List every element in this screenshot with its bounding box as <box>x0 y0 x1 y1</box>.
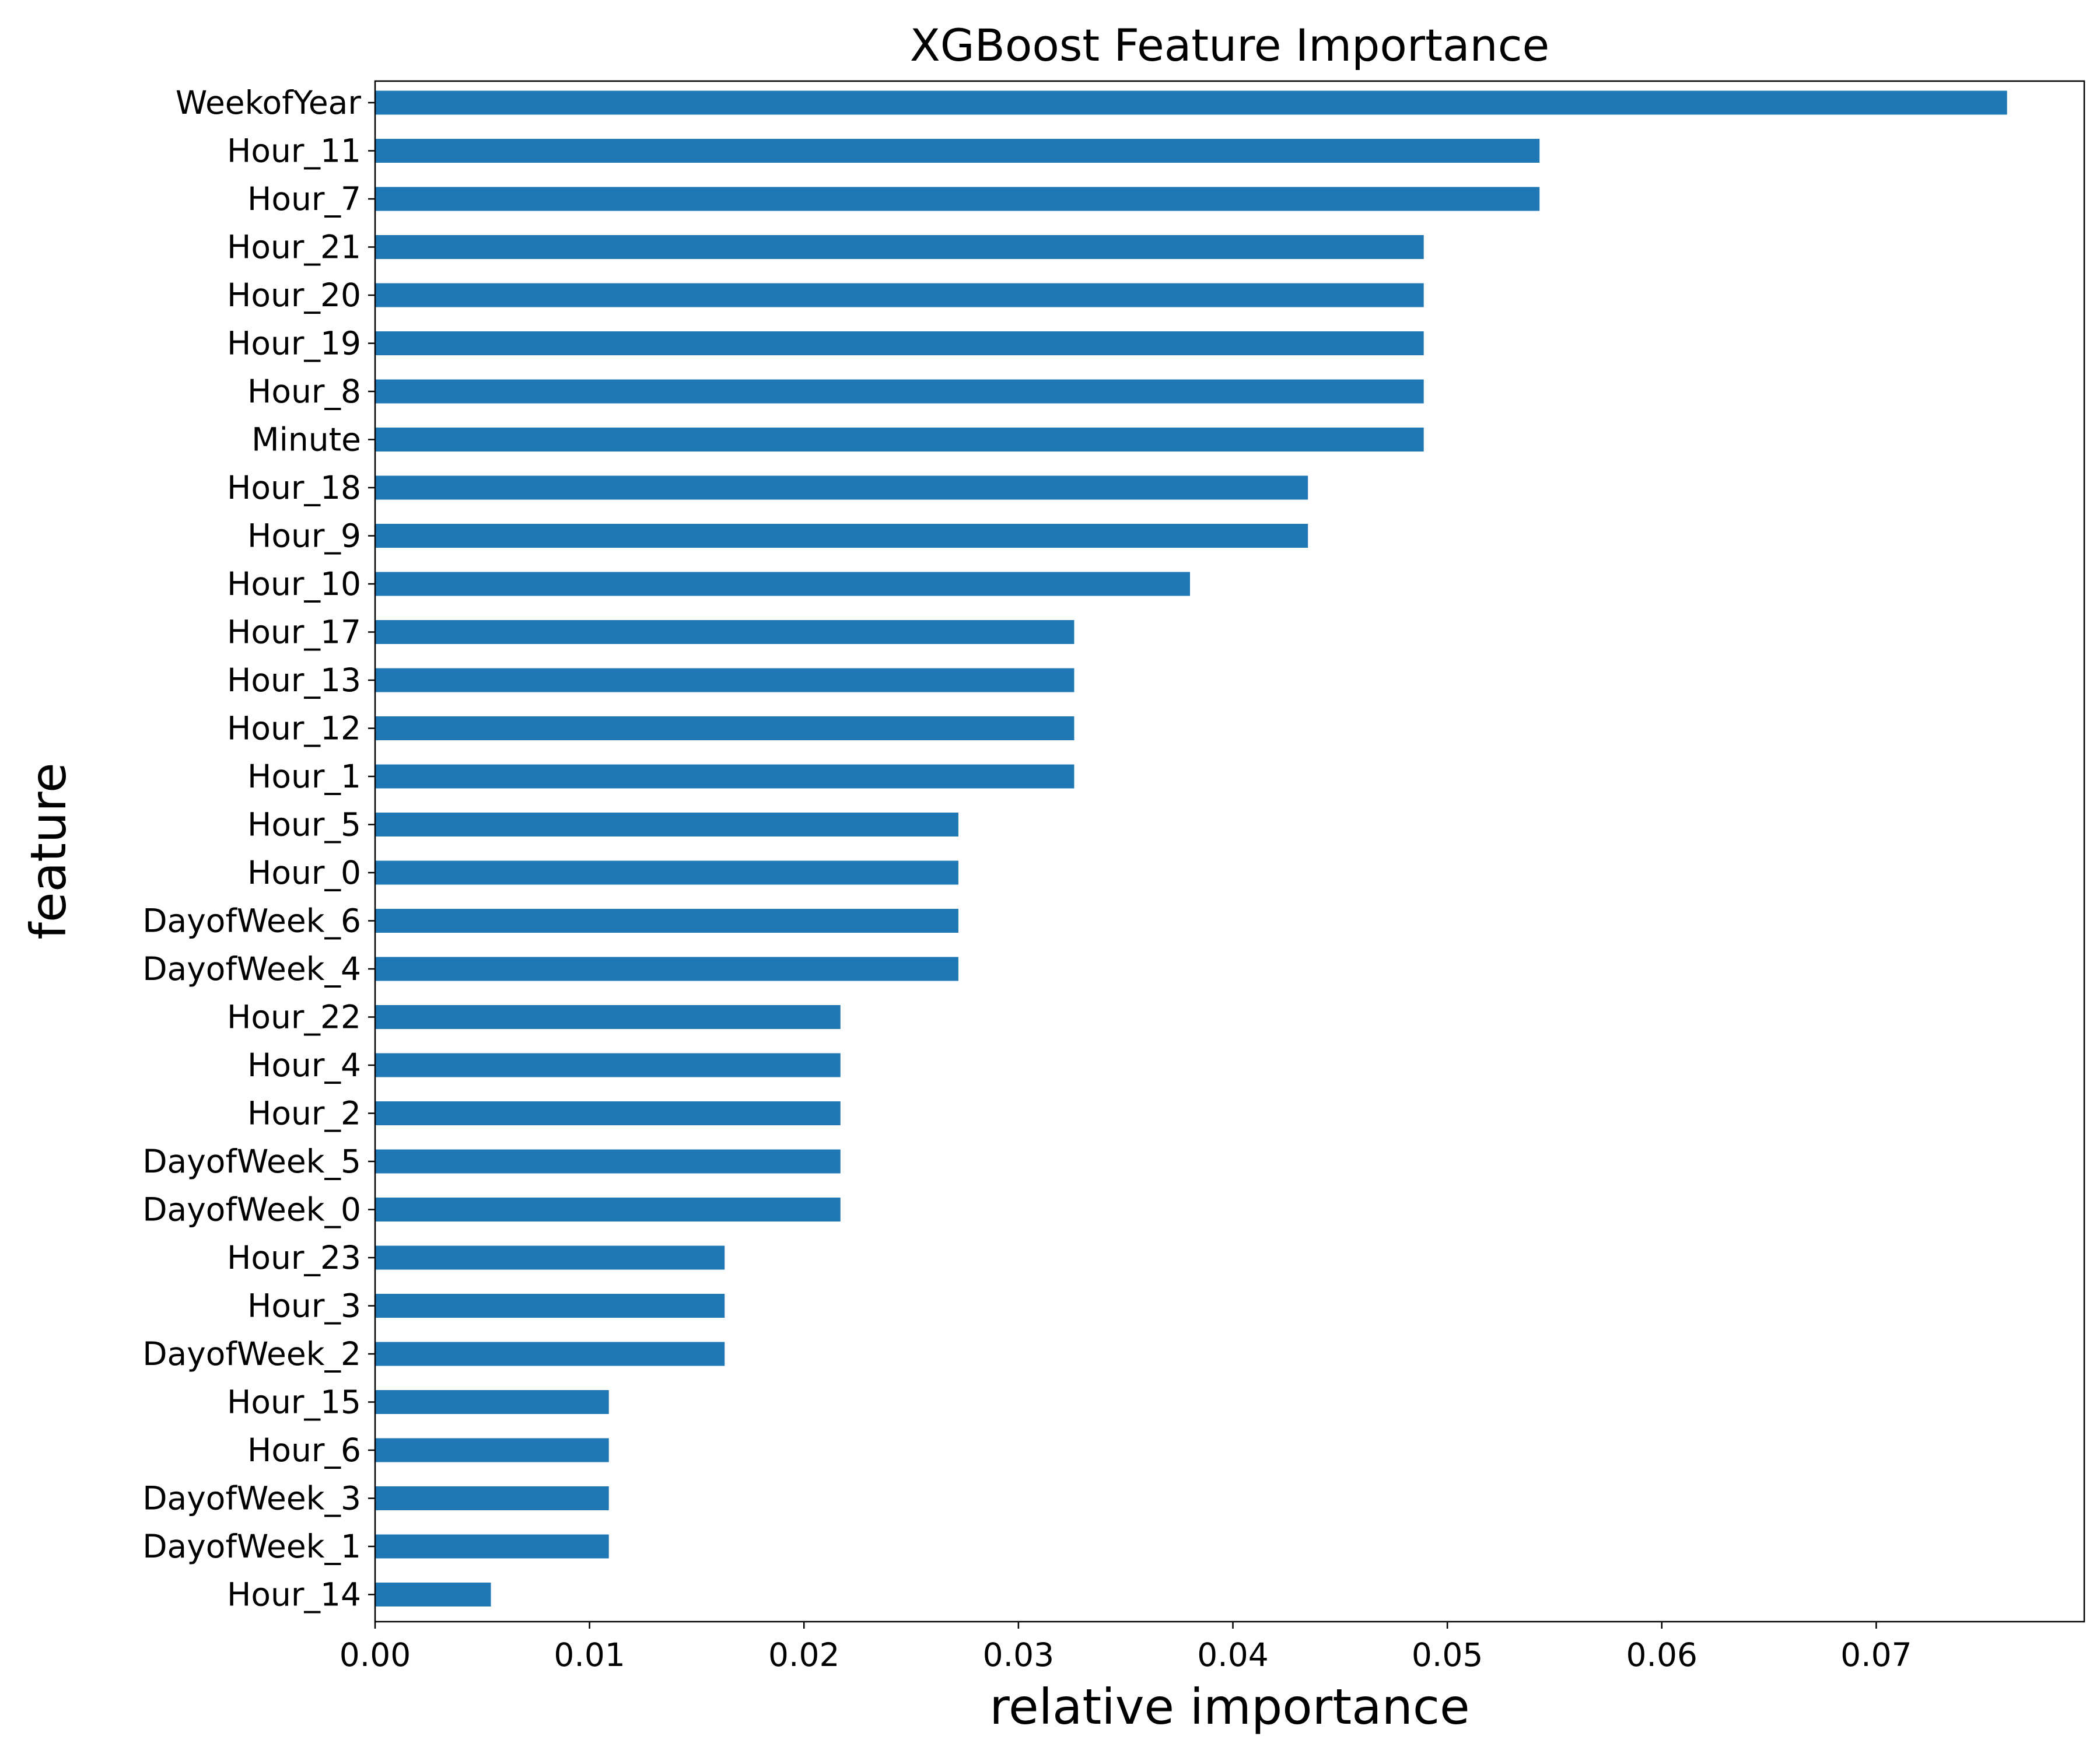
bar <box>375 957 958 981</box>
bar <box>375 1390 609 1414</box>
y-tick-label: Hour_1 <box>247 758 361 795</box>
y-tick-label: Minute <box>251 421 361 459</box>
y-tick-label: Hour_2 <box>247 1095 361 1132</box>
bar <box>375 1005 841 1029</box>
y-axis-label: feature <box>20 762 77 939</box>
y-tick-label: Hour_22 <box>227 999 361 1036</box>
bar <box>375 1534 609 1559</box>
bar <box>375 283 1424 307</box>
y-tick-label: DayofWeek_3 <box>142 1480 361 1517</box>
bar <box>375 475 1308 500</box>
y-tick-label: DayofWeek_0 <box>142 1191 361 1228</box>
bar <box>375 1149 841 1174</box>
y-tick-label: WeekofYear <box>176 84 362 121</box>
bar <box>375 379 1424 404</box>
x-tick-label: 0.02 <box>768 1636 839 1674</box>
plot-frame <box>374 80 2085 1623</box>
y-tick-label: Hour_10 <box>227 565 361 603</box>
y-tick-label: DayofWeek_6 <box>142 902 361 940</box>
y-tick-label: Hour_9 <box>247 517 361 555</box>
y-tick-label: Hour_18 <box>227 469 361 506</box>
y-tick-label: Hour_23 <box>227 1239 361 1276</box>
bar <box>375 764 1074 789</box>
y-tick-label: DayofWeek_5 <box>142 1143 361 1180</box>
x-tick-label: 0.04 <box>1197 1636 1268 1674</box>
y-tick-label: Hour_12 <box>227 710 361 747</box>
bar <box>375 716 1074 740</box>
bar <box>375 1245 725 1270</box>
y-axis-ticks: WeekofYear Hour_11 Hour_7 Hour_21 Hour_20 Hou… <box>142 84 375 1614</box>
y-tick-label: Hour_3 <box>247 1287 361 1325</box>
bar <box>375 331 1424 355</box>
bar <box>375 1053 841 1077</box>
chart-title: XGBoost Feature Importance <box>910 19 1550 71</box>
bar <box>375 187 1540 211</box>
y-tick-label: Hour_0 <box>247 854 361 891</box>
y-tick-label: Hour_4 <box>247 1046 361 1084</box>
x-tick-label: 0.06 <box>1626 1636 1698 1674</box>
y-tick-label: Hour_17 <box>227 614 361 651</box>
y-tick-label: DayofWeek_2 <box>142 1335 361 1373</box>
x-axis-ticks: 0.00 0.01 0.02 0.03 0.04 0.05 0.06 0.07 <box>340 1622 1912 1674</box>
y-tick-label: DayofWeek_1 <box>142 1528 361 1565</box>
bar <box>375 620 1074 644</box>
bar <box>375 572 1190 596</box>
x-tick-label: 0.05 <box>1412 1636 1483 1674</box>
bar <box>375 1583 491 1606</box>
x-axis-label: relative importance <box>989 1678 1469 1735</box>
bar <box>375 90 2007 115</box>
y-tick-label: Hour_11 <box>227 132 361 170</box>
bar <box>375 1294 725 1318</box>
y-tick-label: Hour_20 <box>227 276 361 314</box>
bar <box>375 909 958 933</box>
y-tick-label: Hour_19 <box>227 325 361 362</box>
x-tick-label: 0.01 <box>554 1636 625 1674</box>
bar <box>375 1198 841 1222</box>
x-tick-label: 0.07 <box>1840 1636 1912 1674</box>
bar <box>375 813 958 836</box>
y-tick-label: DayofWeek_4 <box>142 950 361 988</box>
y-tick-label: Hour_21 <box>227 229 361 266</box>
bar <box>375 1101 841 1125</box>
bar <box>375 1486 609 1510</box>
bar <box>375 139 1540 163</box>
y-tick-label: Hour_8 <box>247 373 361 410</box>
bar <box>375 1342 725 1366</box>
y-tick-label: Hour_7 <box>247 180 361 218</box>
bar <box>375 860 958 885</box>
bar <box>375 668 1074 692</box>
bars-group <box>375 90 2007 1606</box>
x-tick-label: 0.00 <box>340 1636 411 1674</box>
y-tick-label: Hour_6 <box>247 1432 361 1469</box>
x-tick-label: 0.03 <box>983 1636 1054 1674</box>
bar <box>375 428 1424 452</box>
bar <box>375 1438 609 1462</box>
y-tick-label: Hour_15 <box>227 1384 361 1421</box>
y-tick-label: Hour_14 <box>227 1576 361 1614</box>
bar <box>375 235 1424 259</box>
bar <box>375 524 1308 548</box>
y-tick-label: Hour_13 <box>227 662 361 699</box>
y-tick-label: Hour_5 <box>247 806 361 844</box>
